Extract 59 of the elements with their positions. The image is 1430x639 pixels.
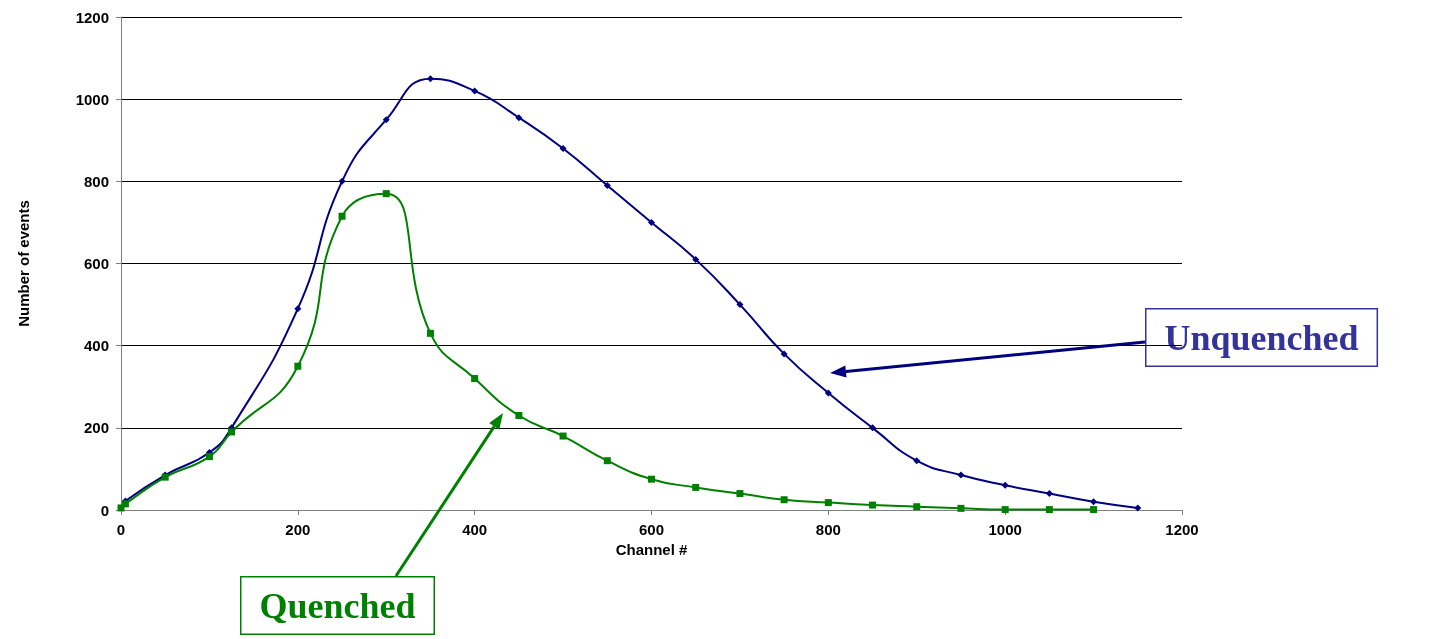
x-tick-label: 1000: [988, 521, 1022, 538]
x-tick-label: 600: [638, 521, 665, 538]
point: [382, 116, 390, 124]
point: [648, 475, 655, 483]
point: [736, 301, 744, 309]
point: [736, 490, 744, 498]
y-tick-label: 1200: [75, 8, 109, 26]
point: [1045, 490, 1053, 498]
point: [957, 504, 965, 512]
y-axis-title: Number of events: [15, 200, 32, 327]
point: [1001, 481, 1009, 489]
point: [1001, 506, 1009, 514]
y-tick-label: 600: [83, 255, 109, 272]
y-tick-label: 800: [83, 172, 109, 190]
point: [780, 496, 788, 504]
point: [515, 114, 523, 122]
point: [780, 350, 788, 358]
point: [824, 499, 832, 507]
y-tick-label: 0: [100, 501, 109, 519]
x-tick-label: 0: [116, 521, 126, 538]
point: [294, 305, 302, 313]
y-tick-label: 400: [83, 337, 109, 355]
point: [869, 501, 877, 509]
point: [426, 329, 434, 337]
point: [338, 212, 346, 220]
point: [426, 75, 434, 83]
point: [913, 503, 921, 511]
point: [294, 362, 302, 370]
y-tick-label: 200: [83, 419, 109, 437]
point: [228, 428, 236, 436]
point: [692, 255, 700, 263]
point: [338, 177, 346, 185]
point: [471, 87, 479, 95]
point: [471, 375, 479, 383]
y-tick-label: 1000: [75, 90, 109, 108]
x-tick-label: 1200: [1165, 521, 1199, 538]
point: [205, 453, 213, 461]
point: [913, 457, 921, 465]
text: Quenched: [259, 585, 416, 626]
point: [1045, 506, 1053, 514]
point: [648, 218, 655, 226]
x-tick-label: 800: [815, 521, 841, 538]
x-tick-label: 400: [462, 521, 488, 538]
point: [1090, 506, 1098, 514]
point: [603, 181, 611, 189]
point: [824, 389, 832, 397]
point: [515, 412, 523, 420]
point: [559, 432, 567, 440]
point: [603, 457, 611, 465]
point: [692, 483, 700, 491]
point: [559, 144, 567, 152]
x-axis-title: Channel #: [615, 540, 688, 558]
point: [1090, 498, 1098, 506]
point: [382, 190, 390, 198]
annotation: Unquenched: [1164, 317, 1359, 358]
point: [1134, 504, 1142, 512]
point: [957, 471, 965, 479]
x-tick-label: 200: [285, 521, 311, 538]
point: [869, 424, 877, 432]
